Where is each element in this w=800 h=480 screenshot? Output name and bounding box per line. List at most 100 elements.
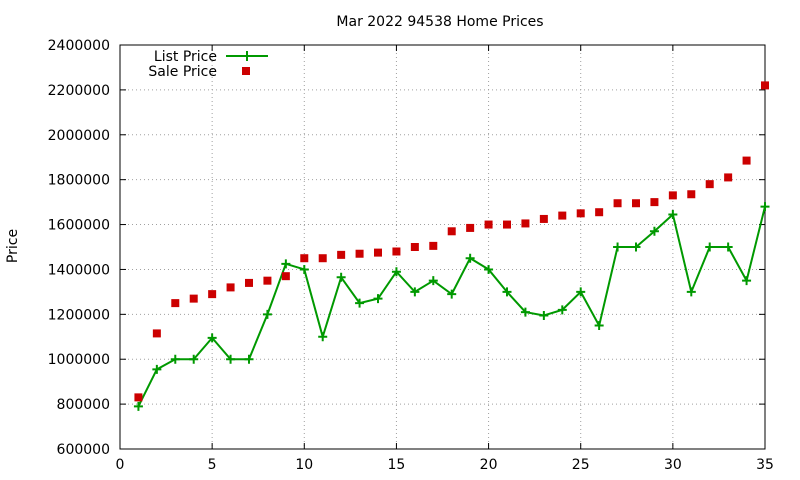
sale-price-point [245,278,253,287]
x-tick-label: 30 [664,457,682,473]
sale-price-point [558,211,567,220]
list-price-point [207,333,217,343]
list-price-point [723,242,733,252]
list-price-point [189,354,199,364]
list-price-point [613,242,623,252]
y-tick-label: 2200000 [48,83,110,99]
list-price-line [137,206,766,407]
list-price-point [502,287,512,297]
sale-price-point [687,190,696,199]
y-tick-label: 800000 [57,397,110,413]
sale-price-point [668,191,677,200]
list-price-point [391,267,401,277]
gridlines [120,45,765,449]
list-price-point [447,289,457,299]
sale-price-point [355,249,364,258]
sale-price-point [263,276,272,285]
list-price-point [631,242,641,252]
sale-price-point [576,209,585,218]
y-tick-label: 1800000 [48,173,110,189]
chart-title: Mar 2022 94538 Home Prices [336,14,543,30]
list-price-point [318,332,328,342]
list-price-point [336,272,346,282]
y-tick-label: 1200000 [48,307,110,323]
sale-price-point [374,248,382,257]
sale-price-point [650,198,659,207]
sale-price-point [539,214,548,223]
y-tick-label: 600000 [57,442,110,458]
x-tick-label: 5 [208,457,217,473]
sale-price-point [171,299,180,308]
sale-price-point [300,254,309,263]
list-price-point [668,209,678,219]
legend-label-list-price: List Price [154,49,217,65]
x-tick-label: 35 [756,457,774,473]
y-tick-label: 2000000 [48,128,110,144]
legend-label-sale-price: Sale Price [148,64,217,80]
sale-price-point [318,254,327,263]
sale-price-point [281,272,290,281]
list-price-point [170,354,180,364]
list-price-point [520,307,530,317]
x-tick-label: 25 [572,457,590,473]
y-tick-label: 1400000 [48,262,110,278]
list-price-point [484,264,494,274]
legend-marker-list-price [242,51,252,61]
list-price-point [686,287,696,297]
list-price-point [576,287,586,297]
list-price-point [281,259,291,269]
list-price-point [373,294,383,304]
sale-price-point [208,290,217,299]
sale-price-point [761,81,769,90]
sale-price-point [447,227,456,236]
sale-price-point [226,283,235,292]
sale-price-point [410,243,419,251]
legend-marker-sale-price [242,67,250,75]
list-price-point [594,321,604,331]
sale-price-point [152,329,161,338]
sale-price-point [134,393,143,402]
y-tick-label: 1000000 [48,352,110,368]
sale-price-point [613,199,622,208]
sale-price-point [503,220,511,229]
sale-price-point [705,180,714,189]
list-price-point [649,226,659,236]
plot-frame [119,44,766,450]
sale-price-point [595,208,604,217]
list-price-point [557,305,567,315]
sale-price-point [337,250,346,259]
list-price-point [465,253,475,263]
y-tick-labels: 600000 800000 1000000 1200000 1400000 1600000… [48,38,110,458]
legend: List Price Sale Price [148,49,268,80]
list-price-point [152,364,162,374]
list-price-point [705,242,715,252]
x-tick-label: 20 [480,457,498,473]
series-layer [133,81,770,411]
list-price-point [355,298,365,308]
list-price-point [226,354,236,364]
y-tick-label: 1600000 [48,218,110,234]
x-tick-label: 0 [116,457,125,473]
sale-price-point [742,156,751,165]
x-tick-labels: 0 5 10 15 20 25 30 35 [116,457,774,473]
sale-price-point [429,241,438,250]
x-tick-label: 15 [388,457,406,473]
y-axis-label: Price [5,229,21,263]
list-price-point [742,276,752,286]
sale-price-point [392,247,401,256]
y-tick-label: 2400000 [48,38,110,54]
list-price-point [262,309,272,319]
sale-price-point [724,173,733,182]
x-tick-label: 10 [295,457,313,473]
list-price-point [133,401,143,411]
axis-ticks [119,44,766,450]
sale-price-point [466,223,475,232]
sale-price-point [189,294,198,303]
sale-price-point [484,220,493,229]
list-price-point [244,354,254,364]
list-price-point [539,310,549,320]
list-price-point [299,264,309,274]
sale-price-point [632,199,640,208]
sale-price-point [521,219,530,228]
